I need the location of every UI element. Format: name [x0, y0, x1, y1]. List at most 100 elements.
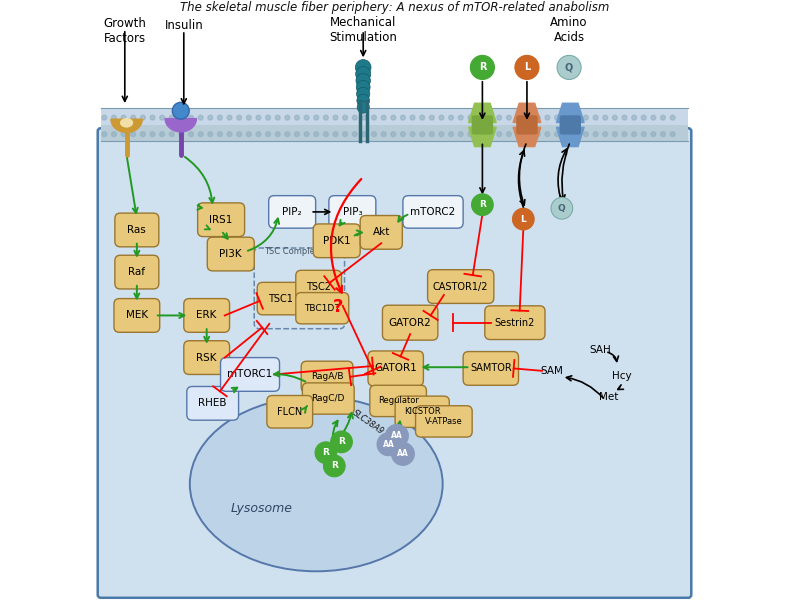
Text: AA: AA: [397, 450, 409, 458]
Circle shape: [140, 115, 145, 120]
Text: Q: Q: [558, 204, 566, 213]
Circle shape: [477, 132, 482, 137]
Circle shape: [516, 132, 521, 137]
Circle shape: [189, 115, 193, 120]
Circle shape: [670, 132, 675, 137]
Circle shape: [584, 115, 589, 120]
Circle shape: [584, 132, 589, 137]
Text: mTORC2: mTORC2: [410, 207, 456, 217]
FancyBboxPatch shape: [383, 305, 438, 340]
Circle shape: [208, 132, 213, 137]
Circle shape: [377, 433, 400, 456]
Circle shape: [159, 132, 165, 137]
Circle shape: [381, 115, 386, 120]
FancyBboxPatch shape: [395, 396, 449, 427]
Text: Amino
Acids: Amino Acids: [551, 16, 588, 44]
FancyBboxPatch shape: [269, 196, 316, 228]
Circle shape: [497, 115, 502, 120]
Circle shape: [458, 115, 463, 120]
Text: PI3K: PI3K: [219, 249, 242, 259]
FancyBboxPatch shape: [267, 396, 312, 428]
Circle shape: [651, 115, 656, 120]
Text: FLCN: FLCN: [277, 407, 302, 417]
Circle shape: [198, 115, 203, 120]
Circle shape: [331, 431, 353, 453]
Circle shape: [342, 132, 347, 137]
FancyBboxPatch shape: [98, 128, 691, 598]
FancyBboxPatch shape: [198, 203, 245, 237]
FancyBboxPatch shape: [361, 216, 402, 249]
Circle shape: [208, 115, 213, 120]
Text: SAMTOR: SAMTOR: [470, 364, 512, 373]
Text: The skeletal muscle fiber periphery: A nexus of mTOR-related anabolism: The skeletal muscle fiber periphery: A n…: [180, 1, 609, 14]
Circle shape: [477, 115, 482, 120]
FancyBboxPatch shape: [257, 282, 303, 315]
Text: Akt: Akt: [372, 228, 390, 237]
Text: SAH: SAH: [589, 346, 611, 355]
FancyBboxPatch shape: [370, 385, 426, 417]
FancyBboxPatch shape: [416, 406, 472, 437]
Circle shape: [525, 115, 530, 120]
Circle shape: [218, 115, 222, 120]
Text: SLC38A9: SLC38A9: [350, 409, 385, 436]
Circle shape: [275, 115, 280, 120]
Text: RSK: RSK: [196, 353, 217, 362]
Text: R: R: [323, 448, 329, 457]
Circle shape: [198, 132, 203, 137]
Circle shape: [429, 115, 434, 120]
FancyBboxPatch shape: [428, 270, 494, 303]
FancyBboxPatch shape: [187, 386, 238, 420]
Circle shape: [342, 115, 347, 120]
Text: Ras: Ras: [128, 225, 146, 235]
FancyBboxPatch shape: [115, 255, 159, 289]
Circle shape: [536, 115, 540, 120]
Circle shape: [102, 115, 107, 120]
Circle shape: [111, 132, 116, 137]
Circle shape: [449, 115, 454, 120]
Circle shape: [275, 132, 280, 137]
Circle shape: [305, 115, 309, 120]
Ellipse shape: [120, 118, 133, 128]
FancyBboxPatch shape: [301, 361, 353, 393]
Polygon shape: [469, 104, 496, 123]
Circle shape: [472, 194, 493, 216]
Circle shape: [622, 115, 627, 120]
Circle shape: [420, 132, 424, 137]
Circle shape: [333, 132, 338, 137]
Circle shape: [294, 115, 299, 120]
Circle shape: [140, 132, 145, 137]
Text: TBC1D7: TBC1D7: [305, 304, 340, 312]
Circle shape: [357, 101, 369, 113]
Polygon shape: [469, 128, 496, 147]
Circle shape: [410, 132, 415, 137]
Bar: [101, 125, 688, 141]
Circle shape: [516, 115, 521, 120]
Circle shape: [172, 102, 189, 119]
Circle shape: [391, 442, 414, 465]
Circle shape: [488, 115, 492, 120]
Circle shape: [660, 132, 665, 137]
Text: AA: AA: [383, 440, 394, 448]
Text: Insulin: Insulin: [164, 19, 204, 33]
Circle shape: [357, 87, 370, 101]
Circle shape: [439, 132, 444, 137]
FancyBboxPatch shape: [296, 293, 349, 324]
Circle shape: [632, 115, 637, 120]
Text: L: L: [521, 215, 526, 223]
Circle shape: [362, 115, 367, 120]
Text: KICSTOR: KICSTOR: [404, 408, 440, 416]
Circle shape: [525, 132, 530, 137]
Polygon shape: [513, 128, 540, 147]
Circle shape: [122, 115, 126, 120]
Text: RHEB: RHEB: [199, 399, 227, 408]
Circle shape: [449, 132, 454, 137]
Circle shape: [632, 132, 637, 137]
Circle shape: [315, 442, 337, 464]
Circle shape: [401, 132, 406, 137]
Circle shape: [555, 132, 559, 137]
Circle shape: [362, 132, 367, 137]
Text: PIP₂: PIP₂: [282, 207, 302, 217]
Circle shape: [256, 115, 261, 120]
Circle shape: [439, 115, 444, 120]
Circle shape: [356, 73, 370, 88]
